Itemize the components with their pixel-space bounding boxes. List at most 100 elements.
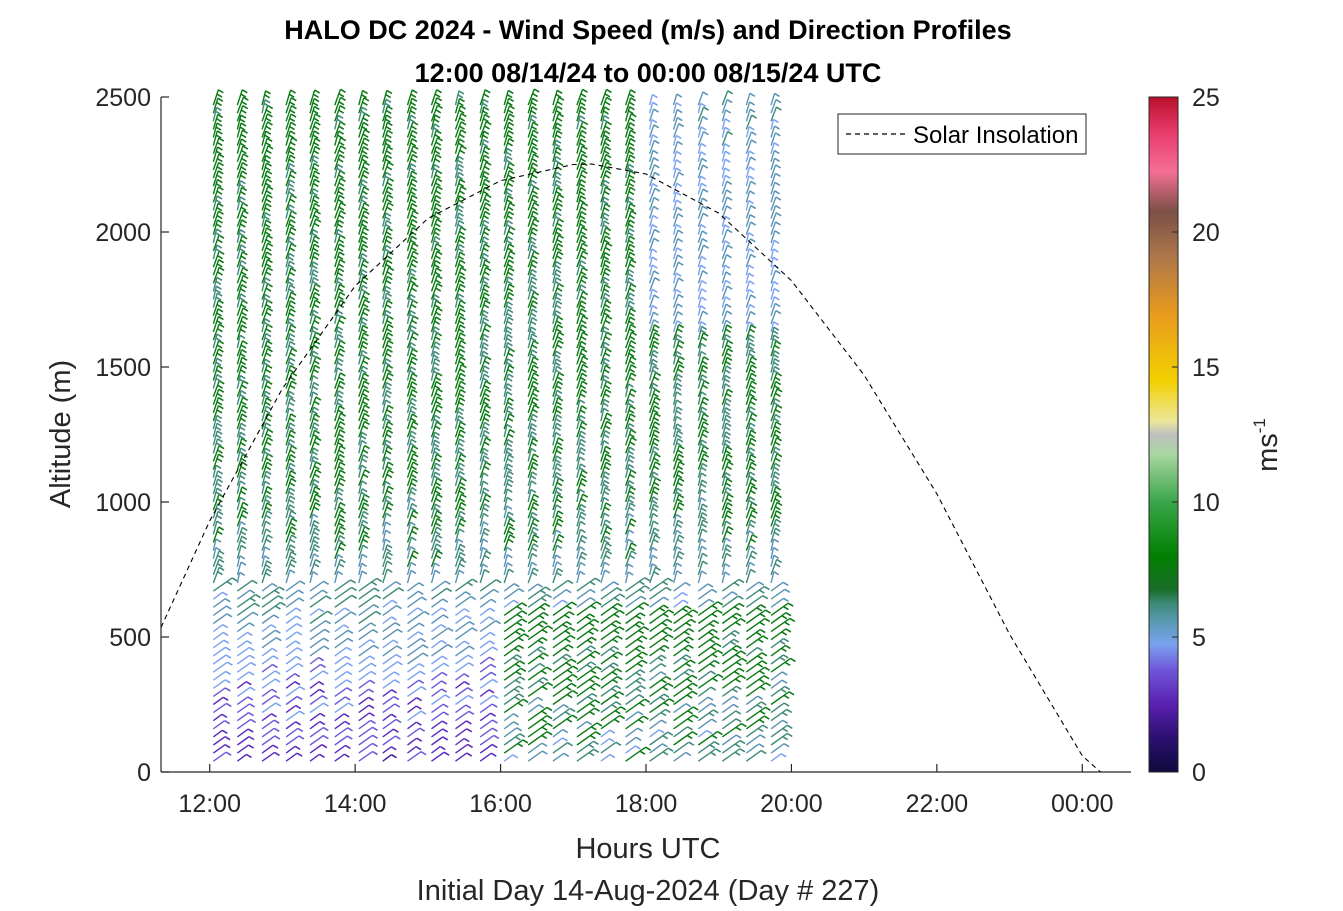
- wind-barb-staff: [697, 103, 702, 114]
- wind-barb-flag: [433, 127, 440, 132]
- wind-barb-flag: [492, 727, 498, 732]
- wind-barb-staff: [624, 563, 629, 576]
- wind-barb-flag: [715, 748, 722, 753]
- wind-barb-flag: [458, 279, 465, 285]
- wind-barb-staff: [600, 138, 607, 154]
- wind-barb-staff: [285, 463, 291, 478]
- wind-barb-flag: [338, 506, 345, 511]
- wind-barb-flag: [459, 551, 466, 557]
- wind-barb-flag: [555, 418, 562, 423]
- wind-barb-staff: [576, 260, 582, 276]
- wind-barb-flag: [755, 631, 762, 637]
- wind-barb-flag: [265, 433, 272, 438]
- wind-barb-staff: [745, 289, 750, 300]
- wind-barb-flag: [556, 320, 562, 325]
- wind-barb-staff: [503, 391, 508, 405]
- wind-barb-flag: [579, 434, 586, 439]
- wind-barb-flag: [554, 183, 561, 188]
- wind-barb-staff: [624, 122, 631, 138]
- wind-barb-staff: [212, 445, 220, 462]
- wind-barb-flag: [336, 280, 343, 286]
- wind-barb-flag: [581, 477, 588, 483]
- wind-barb-flag: [264, 277, 271, 282]
- wind-barb-flag: [547, 681, 554, 687]
- wind-barb-flag: [313, 465, 320, 470]
- wind-barb-staff: [212, 286, 218, 300]
- wind-barb-flag: [490, 712, 496, 717]
- wind-barb-flag: [580, 352, 587, 357]
- wind-barb-flag: [216, 244, 223, 249]
- wind-barb-flag: [493, 588, 500, 594]
- wind-barb-flag: [364, 444, 371, 450]
- wind-barb-flag: [508, 130, 514, 135]
- wind-barb-staff: [600, 277, 606, 292]
- wind-barb-staff: [624, 106, 631, 122]
- wind-barb-staff: [552, 194, 560, 211]
- wind-barb-flag: [362, 449, 369, 454]
- wind-barb-flag: [314, 299, 321, 304]
- wind-barb-staff: [745, 545, 751, 559]
- wind-barb-flag: [288, 277, 295, 282]
- wind-barb-flag: [339, 372, 346, 377]
- wind-barb-staff: [576, 512, 582, 527]
- wind-barb-flag: [216, 214, 223, 220]
- wind-barb-staff: [527, 750, 543, 762]
- wind-barb-staff: [261, 130, 267, 146]
- wind-barb-flag: [629, 405, 636, 410]
- wind-barb-flag: [436, 267, 442, 272]
- wind-barb-staff: [745, 462, 752, 478]
- wind-barb-flag: [239, 196, 246, 201]
- wind-barb-flag: [289, 376, 296, 381]
- wind-barb-flag: [530, 240, 536, 245]
- wind-barb-flag: [727, 510, 733, 515]
- wind-barb-staff: [285, 727, 299, 738]
- wind-barb-flag: [683, 639, 690, 644]
- wind-barb-staff: [430, 307, 438, 325]
- wind-barb-flag: [242, 129, 248, 134]
- wind-barb-flag: [240, 561, 247, 566]
- wind-barb-flag: [338, 425, 344, 430]
- wind-barb-staff: [261, 471, 267, 486]
- wind-barb-flag: [700, 102, 706, 108]
- wind-barb-flag: [272, 655, 279, 660]
- wind-barb-flag: [484, 226, 491, 232]
- wind-barb-flag: [323, 645, 330, 650]
- wind-barb-flag: [290, 324, 297, 329]
- wind-barb-staff: [648, 119, 653, 130]
- wind-barb-flag: [580, 497, 587, 503]
- wind-barb-staff: [212, 203, 219, 219]
- wind-barb-staff: [334, 753, 345, 762]
- wind-barb-staff: [697, 230, 703, 244]
- wind-barb-flag: [434, 134, 441, 139]
- wind-barb-staff: [479, 734, 495, 746]
- wind-barb-flag: [361, 106, 368, 111]
- wind-barb-flag: [660, 679, 667, 684]
- wind-barb-staff: [600, 421, 608, 438]
- wind-barb-staff: [358, 511, 365, 527]
- wind-barb-staff: [721, 334, 727, 349]
- wind-barb-flag: [558, 193, 565, 199]
- wind-barb-flag: [724, 158, 731, 163]
- wind-barb-flag: [435, 300, 442, 305]
- wind-barb-flag: [471, 627, 478, 632]
- wind-barb-flag: [595, 731, 602, 736]
- wind-barb-staff: [454, 349, 461, 365]
- wind-barb-staff: [503, 105, 511, 122]
- wind-barb-flag: [386, 319, 393, 325]
- wind-barb-staff: [503, 588, 520, 600]
- wind-barb-flag: [702, 519, 709, 524]
- wind-barb-flag: [555, 139, 562, 144]
- wind-barb-flag: [241, 461, 248, 467]
- wind-barb-staff: [552, 162, 559, 179]
- wind-barb-flag: [312, 547, 319, 553]
- wind-barb-flag: [339, 534, 346, 540]
- wind-barb-flag: [652, 101, 659, 106]
- wind-barb-flag: [362, 538, 369, 543]
- wind-barb-flag: [654, 461, 661, 466]
- wind-barb-flag: [290, 477, 297, 483]
- wind-barb-staff: [576, 380, 583, 397]
- wind-barb-staff: [527, 637, 543, 649]
- wind-barb-flag: [217, 113, 224, 119]
- wind-barb-staff: [479, 480, 484, 495]
- wind-barb-staff: [600, 715, 621, 730]
